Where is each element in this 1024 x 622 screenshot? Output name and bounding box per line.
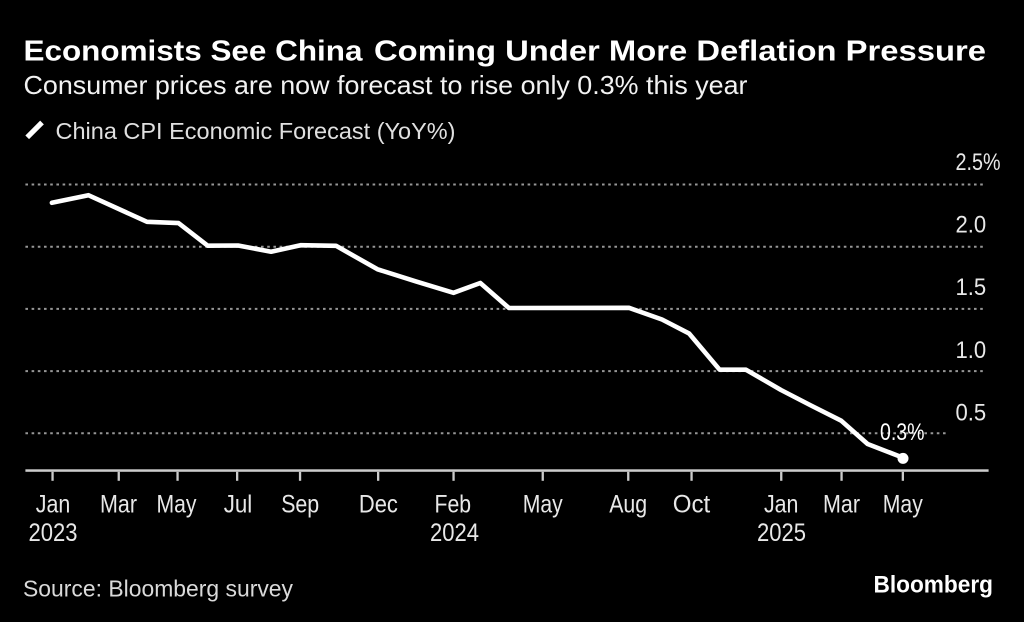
svg-text:Economists See China: Economists See China: [24, 35, 364, 67]
svg-text:Jul: Jul: [224, 490, 253, 518]
svg-text:Bloomberg: Bloomberg: [874, 571, 994, 598]
svg-text:Coming Under More Deflation Pr: Coming Under More Deflation Pressure: [374, 35, 986, 67]
svg-text:May: May: [883, 490, 923, 518]
svg-text:0.5: 0.5: [956, 400, 987, 427]
svg-text:2023: 2023: [29, 519, 78, 547]
svg-text:Aug: Aug: [609, 490, 647, 518]
svg-text:Jan: Jan: [764, 490, 799, 518]
svg-text:Oct: Oct: [673, 490, 711, 518]
svg-text:Dec: Dec: [359, 490, 398, 518]
svg-text:Feb: Feb: [435, 490, 472, 518]
svg-text:Mar: Mar: [100, 490, 137, 518]
svg-text:2.5%: 2.5%: [956, 149, 1001, 176]
svg-text:Mar: Mar: [823, 490, 860, 518]
svg-text:1.0: 1.0: [956, 337, 987, 364]
svg-text:2025: 2025: [757, 519, 806, 547]
svg-text:1.5: 1.5: [956, 274, 987, 301]
svg-text:Jan: Jan: [36, 490, 71, 518]
svg-text:0.3%: 0.3%: [880, 419, 925, 446]
svg-text:Consumer prices are now foreca: Consumer prices are now forecast to rise…: [24, 70, 748, 100]
svg-text:2024: 2024: [430, 519, 479, 547]
svg-text:May: May: [523, 490, 563, 518]
svg-text:China CPI Economic Forecast (Y: China CPI Economic Forecast (YoY%): [56, 118, 456, 144]
svg-text:2.0: 2.0: [956, 212, 987, 239]
svg-text:Sep: Sep: [281, 490, 319, 518]
svg-text:Source: Bloomberg survey: Source: Bloomberg survey: [23, 575, 293, 601]
svg-text:May: May: [157, 490, 197, 518]
